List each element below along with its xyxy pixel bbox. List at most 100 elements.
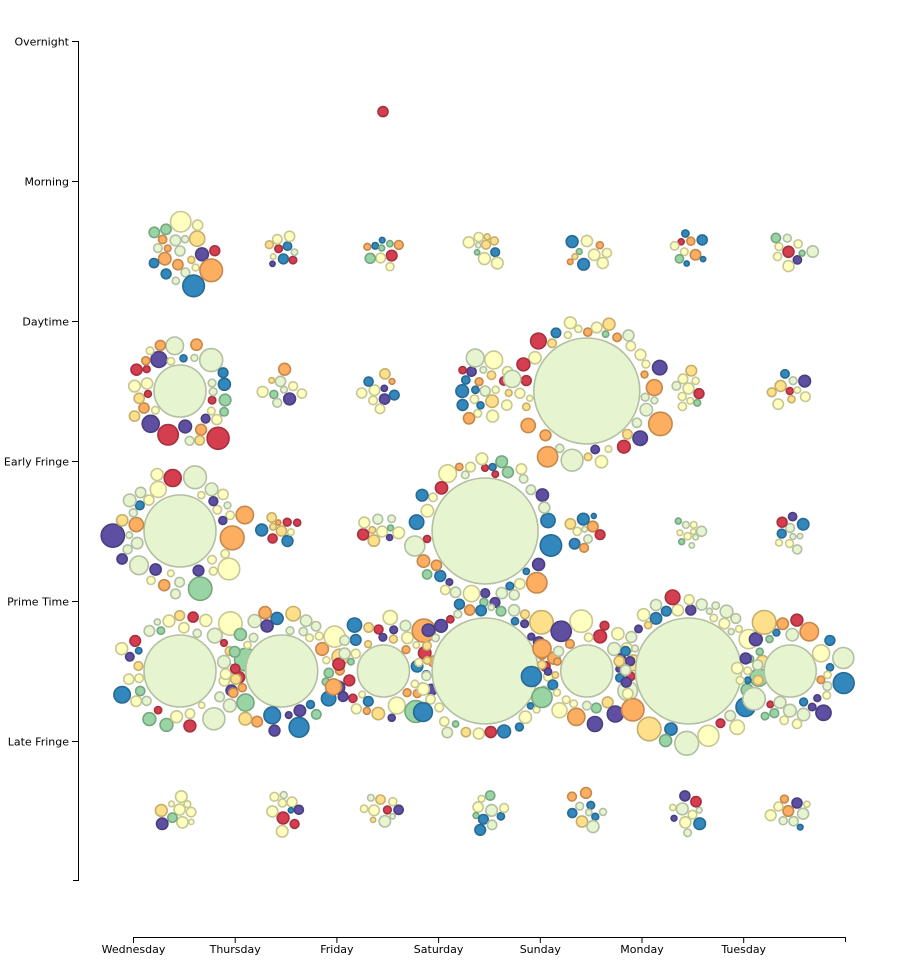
cluster-tuesday-prime-time-bubble-6 bbox=[822, 680, 833, 692]
cluster-monday-morning-bubble-3 bbox=[677, 238, 686, 246]
cluster-thursday-daytime-bubble-5 bbox=[287, 381, 299, 392]
cluster-sunday-daytime-bubble-19 bbox=[563, 330, 573, 340]
cluster-tuesday-prime-time-bubble-24 bbox=[739, 652, 752, 665]
cluster-wednesday-morning-bubble-1 bbox=[157, 251, 172, 266]
cluster-friday-daytime-bubble-9 bbox=[355, 387, 368, 399]
cluster-tuesday-prime-time-bubble-10 bbox=[748, 632, 763, 647]
cluster-monday-late-fringe-bubble-3 bbox=[690, 795, 702, 808]
cluster-friday-prime-time-bubble-35 bbox=[387, 713, 397, 723]
cluster-thursday-late-fringe-bubble-8 bbox=[279, 790, 288, 800]
cluster-wednesday-daytime-bubble-20 bbox=[133, 392, 146, 405]
cluster-saturday-prime-time-bubble-2 bbox=[514, 722, 525, 732]
cluster-saturday-morning-bubble-4 bbox=[473, 248, 481, 256]
cluster-wednesday-daytime-bubble-14 bbox=[207, 378, 217, 388]
cluster-friday-prime-time-bubble-9 bbox=[349, 633, 362, 647]
cluster-saturday-early-fringe-bubble-3 bbox=[480, 587, 491, 599]
cluster-sunday-prime-time-bubble-5 bbox=[606, 641, 622, 657]
cluster-sunday-late-fringe-bubble-9 bbox=[566, 791, 578, 802]
cluster-friday-prime-time-bubble-5 bbox=[371, 706, 386, 721]
cluster-sunday-daytime-bubble-25 bbox=[573, 324, 583, 334]
cluster-thursday-late-fringe-bubble-5 bbox=[287, 806, 295, 814]
cluster-friday-morning-bubble-7 bbox=[393, 239, 404, 251]
cluster-tuesday-late-fringe-bubble-9 bbox=[796, 823, 804, 831]
cluster-saturday-daytime-bubble-14 bbox=[469, 394, 480, 405]
cluster-thursday-morning-bubble-1 bbox=[277, 253, 290, 265]
cluster-tuesday-morning-bubble-4 bbox=[798, 249, 806, 257]
cluster-friday-early-fringe-bubble-8 bbox=[356, 528, 370, 541]
cluster-thursday-prime-time-bubble-1 bbox=[323, 667, 335, 679]
cluster-thursday-early-fringe bbox=[255, 511, 302, 548]
cluster-thursday-morning-bubble-3 bbox=[269, 253, 277, 261]
cluster-thursday-morning-bubble-7 bbox=[283, 230, 296, 243]
cluster-saturday-prime-time-bubble-19 bbox=[496, 724, 512, 739]
cluster-sunday-daytime-bubble-40 bbox=[651, 359, 668, 376]
cluster-monday-early-fringe-bubble-9 bbox=[688, 541, 696, 549]
cluster-wednesday-early-fringe-bubble-17 bbox=[192, 564, 205, 577]
cluster-thursday-prime-time-bubble-29 bbox=[314, 631, 324, 641]
cluster-sunday-prime-time-bubble-9 bbox=[551, 701, 568, 719]
cluster-monday-morning-bubble-7 bbox=[681, 229, 690, 238]
cluster-sunday-daytime-bubble-41 bbox=[647, 411, 673, 437]
cluster-friday-late-fringe-bubble-3 bbox=[375, 794, 386, 805]
cluster-wednesday-prime-time-bubble-34 bbox=[113, 685, 132, 704]
cluster-monday-prime-time-bubble-20 bbox=[727, 627, 736, 636]
cluster-tuesday-morning-bubble-6 bbox=[774, 241, 784, 252]
cluster-sunday-daytime-bubble-7 bbox=[560, 448, 584, 472]
cluster-tuesday-early-fringe-bubble-7 bbox=[787, 511, 798, 522]
cluster-tuesday-prime-time-bubble-34 bbox=[730, 661, 744, 675]
cluster-friday-daytime-bubble-2 bbox=[368, 384, 381, 397]
cluster-thursday-morning bbox=[264, 230, 299, 268]
cluster-saturday-early-fringe-bubble-42 bbox=[439, 584, 451, 596]
cluster-saturday-morning-bubble-7 bbox=[462, 236, 476, 249]
cluster-wednesday-early-fringe-bubble-2 bbox=[157, 578, 171, 592]
cluster-friday-prime-time-bubble-37 bbox=[337, 690, 349, 703]
cluster-thursday-morning-bubble-5 bbox=[264, 240, 274, 250]
cluster-tuesday-morning-bubble-5 bbox=[772, 251, 783, 262]
cluster-wednesday-prime-time-bubble-1 bbox=[192, 628, 203, 639]
cluster-thursday-late-fringe-bubble-0 bbox=[276, 811, 290, 825]
cluster-friday-prime-time-bubble-21 bbox=[324, 678, 343, 696]
cluster-wednesday-morning-bubble-7 bbox=[180, 267, 191, 278]
cluster-saturday-prime-time-bubble-32 bbox=[412, 701, 434, 723]
cluster-tuesday-late-fringe-bubble-0 bbox=[782, 804, 795, 818]
cluster-sunday-daytime-bubble-31 bbox=[641, 359, 651, 369]
cluster-sunday-daytime-bubble-33 bbox=[583, 452, 593, 462]
cluster-monday-early-fringe-bubble-7 bbox=[691, 533, 700, 541]
cluster-sunday-early-fringe-bubble-3 bbox=[582, 533, 593, 544]
cluster-tuesday-late-fringe-bubble-8 bbox=[803, 800, 811, 809]
cluster-friday-morning-bubble-5 bbox=[364, 252, 377, 265]
cluster-friday-daytime-bubble-0 bbox=[380, 384, 389, 393]
cluster-monday-prime-time-bubble-42 bbox=[683, 593, 695, 606]
cluster-monday-prime-time-bubble-35 bbox=[664, 589, 681, 606]
cluster-wednesday-early-fringe-bubble-4 bbox=[163, 468, 182, 488]
cluster-tuesday-late-fringe-bubble-2 bbox=[788, 815, 799, 827]
cluster-sunday-daytime-bubble-39 bbox=[602, 317, 616, 332]
cluster-monday-prime-time-bubble-39 bbox=[649, 598, 663, 612]
cluster-wednesday-early-fringe-bubble-37 bbox=[235, 505, 255, 525]
cluster-sunday-daytime-bubble-18 bbox=[590, 444, 601, 455]
cluster-thursday-late-fringe-bubble-4 bbox=[269, 791, 280, 802]
cluster-saturday-early-fringe-bubble-12 bbox=[403, 535, 426, 557]
cluster-monday-daytime-bubble-2 bbox=[677, 391, 688, 402]
cluster-tuesday-early-fringe-bubble-9 bbox=[791, 544, 803, 555]
cluster-tuesday-prime-time-bubble-7 bbox=[798, 697, 809, 707]
cluster-saturday-late-fringe bbox=[472, 790, 510, 837]
cluster-friday-early-fringe-bubble-2 bbox=[367, 534, 381, 548]
cluster-monday-prime-time-bubble-31 bbox=[630, 644, 640, 653]
cluster-sunday-prime-time-bubble-24 bbox=[583, 632, 594, 643]
cluster-wednesday-prime-time-bubble-15 bbox=[174, 609, 186, 622]
cluster-thursday-prime-time-bubble-40 bbox=[243, 640, 252, 650]
cluster-saturday-early-fringe-bubble-31 bbox=[515, 462, 528, 475]
cluster-thursday-early-fringe-bubble-2 bbox=[274, 519, 282, 526]
cluster-monday-daytime-bubble-6 bbox=[671, 380, 682, 392]
cluster-monday-late-fringe bbox=[668, 790, 707, 838]
cluster-friday-early-fringe-bubble-0 bbox=[375, 525, 389, 538]
cluster-friday-late-fringe bbox=[359, 793, 404, 828]
cluster-friday-daytime-bubble-1 bbox=[378, 393, 391, 405]
cluster-friday-prime-time-bubble-10 bbox=[358, 690, 367, 699]
cluster-sunday-prime-time-bubble-17 bbox=[581, 700, 592, 711]
cluster-sunday-daytime-bubble-10 bbox=[520, 417, 537, 434]
cluster-monday-early-fringe-bubble-1 bbox=[681, 520, 691, 530]
cluster-wednesday-daytime-bubble-0 bbox=[153, 364, 207, 418]
cluster-monday-prime-time-bubble-34 bbox=[613, 655, 626, 668]
